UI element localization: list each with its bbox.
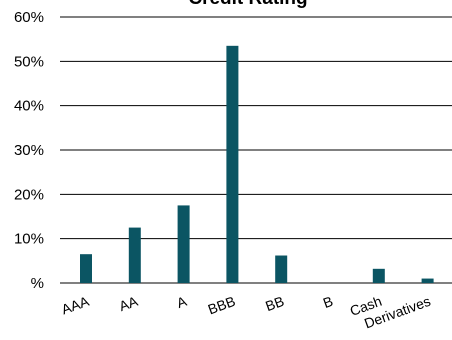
x-tick-label-a: A — [174, 293, 189, 311]
x-tick-label-aaa: AAA — [59, 293, 91, 318]
x-tick-label-bb: BB — [263, 293, 286, 314]
y-tick-label: 40% — [14, 98, 44, 115]
bar-aa — [128, 227, 141, 283]
y-axis-tick-labels: % 10% 20% 30% 40% 50% 60% — [14, 9, 44, 292]
bar-derivatives — [421, 278, 434, 283]
x-tick-label-aa: AA — [117, 293, 141, 315]
bar-a — [177, 205, 190, 283]
y-tick-label: 50% — [14, 53, 44, 70]
y-tick-label: 30% — [14, 142, 44, 159]
y-tick-label: % — [31, 275, 44, 292]
x-tick-label-b: B — [321, 293, 335, 311]
x-tick-label-bbb: BBB — [206, 293, 238, 318]
chart-title: Credit Rating — [188, 0, 307, 9]
bar-bb — [275, 255, 288, 283]
bar-bbb — [226, 45, 239, 283]
gridlines — [60, 16, 452, 284]
y-tick-label: 60% — [14, 9, 44, 26]
bar-aaa — [80, 254, 92, 283]
bar-cash — [372, 268, 385, 283]
y-tick-label: 10% — [14, 231, 44, 248]
bars — [80, 45, 434, 283]
y-tick-label: 20% — [14, 186, 44, 203]
